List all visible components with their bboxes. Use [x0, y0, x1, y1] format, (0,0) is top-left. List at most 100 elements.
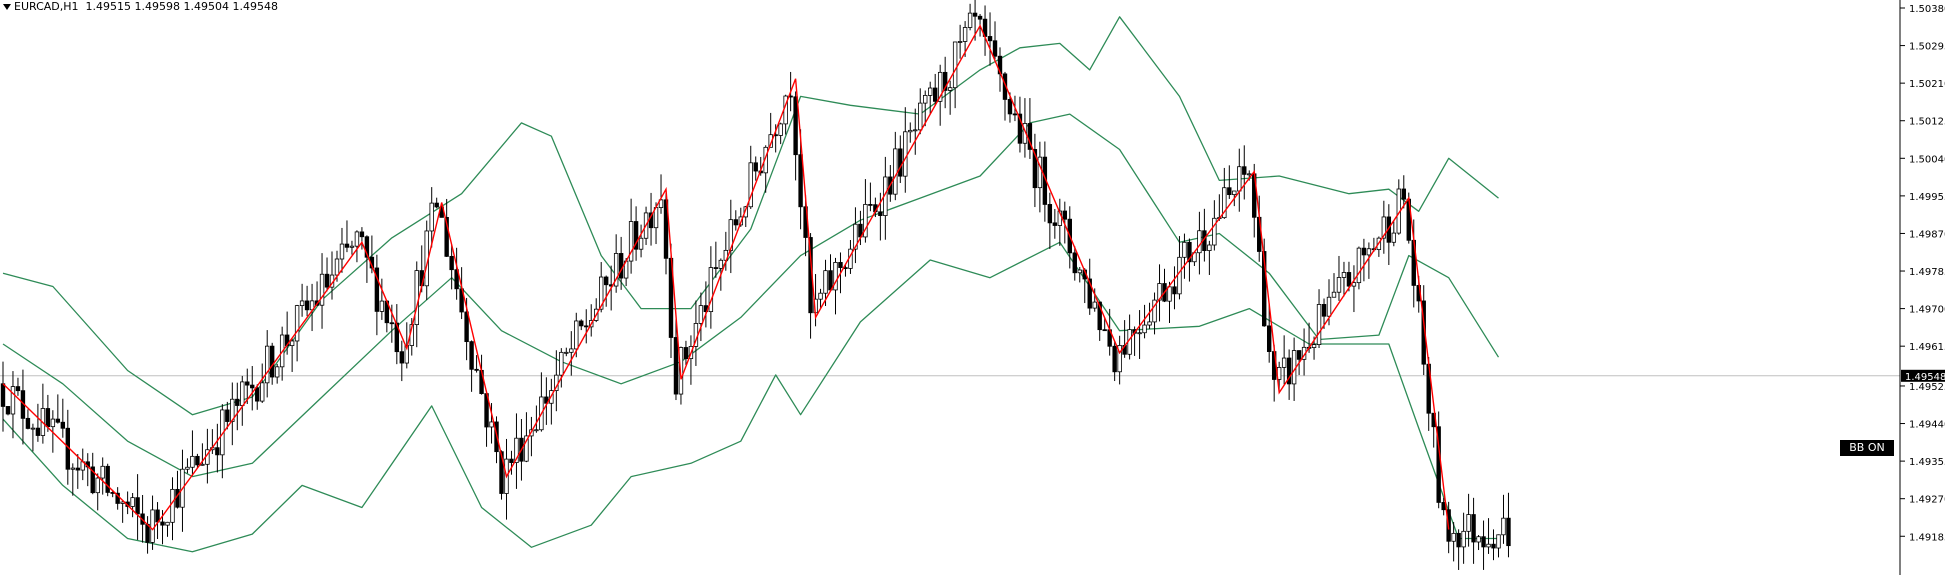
candle-body: [633, 221, 639, 250]
candle-body: [584, 325, 589, 328]
symbol-timeframe: EURCAD,H1: [14, 0, 79, 13]
candle-body: [564, 351, 569, 354]
candle-body: [434, 202, 439, 208]
current-price-label: 1.49548: [1905, 372, 1945, 383]
axis-tick-label: 1.49440: [1909, 420, 1945, 431]
candle-body: [987, 36, 993, 42]
candle-body: [1077, 269, 1082, 274]
candle-body: [823, 270, 828, 294]
axis-tick-label: 1.49525: [1909, 382, 1945, 393]
candle-body: [1381, 216, 1387, 239]
candlesticks: [0, 0, 1511, 570]
candle-body: [708, 267, 714, 313]
candle-body: [1311, 344, 1317, 348]
candle-body: [603, 276, 609, 286]
candle-body: [464, 311, 469, 343]
candle-body: [319, 273, 325, 306]
candle-body: [1341, 272, 1347, 278]
chevron-down-icon[interactable]: [3, 3, 11, 10]
candle-body: [1456, 532, 1461, 548]
candle-body: [613, 253, 619, 287]
candle-body: [514, 437, 519, 463]
candle-body: [868, 203, 873, 206]
candle-body: [967, 12, 973, 28]
candle-body: [599, 276, 604, 310]
candle-body: [718, 259, 724, 269]
candle-body: [992, 40, 998, 57]
candle-body: [344, 243, 350, 248]
candle-body: [509, 458, 514, 463]
candle-body: [294, 305, 300, 342]
candle-body: [165, 521, 170, 526]
candle-body: [185, 466, 190, 470]
candle-body: [1481, 536, 1486, 548]
candle-body: [1047, 204, 1053, 224]
candle-body: [698, 305, 704, 324]
candle-body: [1117, 345, 1122, 373]
candle-body: [1177, 256, 1182, 295]
candle-body: [250, 384, 255, 389]
bb-middle-line: [2, 113, 1500, 478]
axis-tick-label: 1.50210: [1909, 79, 1945, 90]
candle-body: [972, 12, 978, 17]
price-axis: 1.50380 1.50295 1.50210 1.50125 1.50040 1.499…: [1899, 0, 1945, 575]
candle-body: [235, 398, 240, 406]
zigzag-line: [2, 24, 1450, 531]
candle-body: [215, 447, 220, 456]
candle-body: [952, 41, 958, 89]
candle-body: [160, 521, 165, 526]
candle-body: [957, 41, 963, 43]
candle-body: [1197, 230, 1202, 254]
candle-body: [469, 341, 474, 370]
candle-body: [1356, 247, 1362, 284]
candle-body: [928, 87, 933, 96]
candle-body: [798, 154, 803, 208]
candle-body: [913, 129, 918, 132]
candle-body: [299, 300, 305, 306]
candle-body: [1237, 166, 1242, 192]
candle-body: [349, 245, 355, 248]
candle-body: [932, 87, 938, 102]
candle-body: [1316, 304, 1322, 346]
candle-body: [1092, 301, 1097, 309]
candle-body: [354, 231, 360, 247]
candle-body: [1262, 251, 1267, 327]
candle-body: [454, 269, 459, 290]
candle-body: [230, 398, 235, 422]
candle-body: [449, 255, 454, 271]
candle-body: [245, 381, 250, 386]
candle-body: [1072, 252, 1077, 274]
candle-body: [1222, 187, 1227, 219]
candle-body: [628, 221, 634, 262]
candle-body: [10, 386, 16, 415]
candle-body: [0, 383, 6, 407]
candle-body: [863, 203, 868, 238]
axis-tick-label: 1.50295: [1909, 42, 1945, 53]
candle-body: [1346, 272, 1352, 287]
candle-body: [150, 509, 155, 543]
candle-body: [1361, 247, 1367, 256]
candle-body: [1461, 530, 1466, 548]
candle-body: [374, 267, 380, 312]
candle-body: [1326, 296, 1332, 317]
candle-body: [1336, 277, 1342, 293]
candle-body: [1466, 514, 1471, 532]
candle-body: [135, 497, 140, 515]
axis-tick-label: 1.49700: [1909, 305, 1945, 316]
candle-body: [1187, 241, 1192, 263]
candle-body: [524, 435, 529, 462]
candle-body: [1227, 187, 1232, 196]
candle-body: [1052, 222, 1058, 226]
chart-header: EURCAD,H1 1.49515 1.49598 1.49504 1.4954…: [0, 0, 278, 13]
candle-body: [977, 15, 983, 20]
candle-body: [828, 270, 833, 291]
candle-body: [5, 406, 11, 415]
candle-body: [130, 497, 135, 507]
candle-body: [942, 71, 948, 91]
candle-body: [1232, 190, 1237, 196]
candle-body: [908, 129, 913, 133]
candle-body: [1172, 286, 1177, 295]
candle-body: [1027, 123, 1033, 150]
bb-on-badge[interactable]: BB ON: [1840, 440, 1894, 456]
